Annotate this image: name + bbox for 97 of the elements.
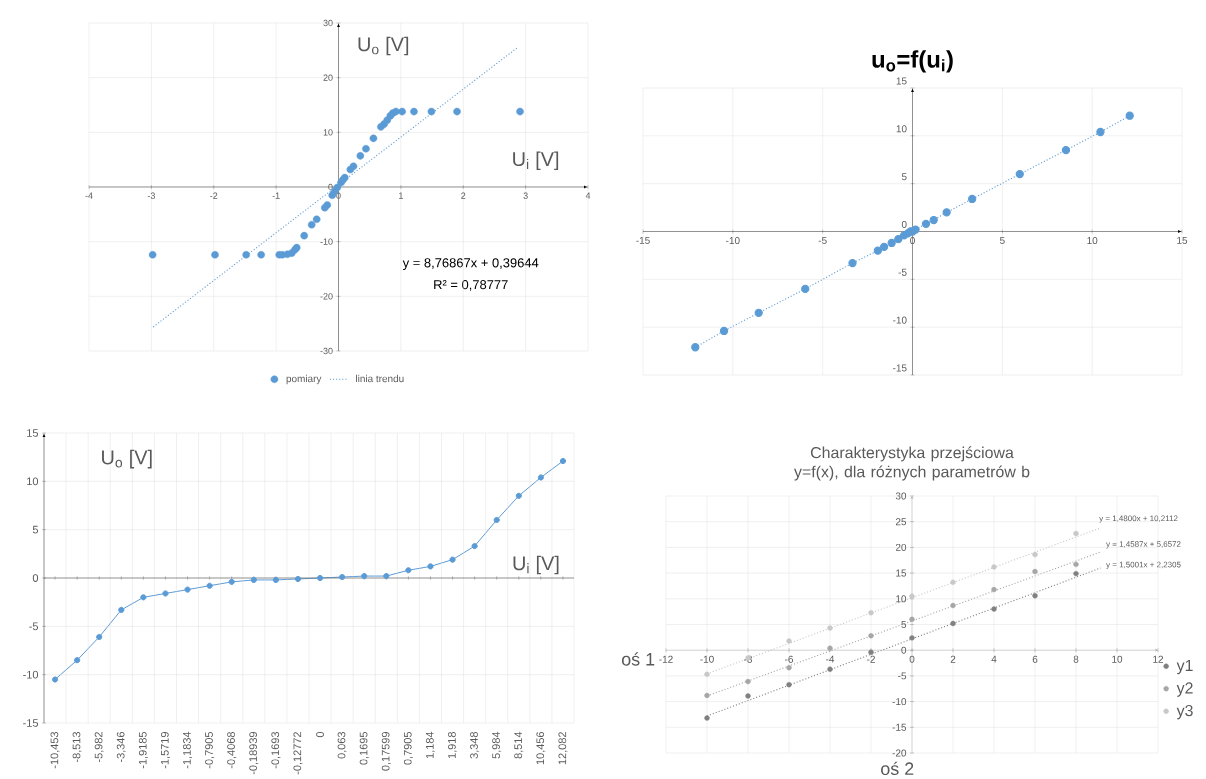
y-tick-label: 20 (895, 543, 907, 551)
x-tick-label: 4 (991, 655, 997, 663)
y-tick-label: 15 (27, 429, 39, 437)
y-tick-label: -5 (898, 672, 907, 680)
y-tick-label: 0 (32, 574, 39, 582)
y-tick-label: 10 (896, 595, 907, 603)
x-tick-label: 1 (399, 192, 403, 199)
x-tick-label: -10,453 (50, 732, 60, 769)
x-tick-label: 2 (950, 655, 956, 663)
y-tick-label: 20 (323, 74, 333, 81)
y-tick-label: 5 (32, 525, 39, 534)
x-tick-label: 15 (1177, 237, 1188, 244)
y-tick-label: 10 (27, 477, 39, 486)
x-tick-label: -1 (272, 192, 280, 199)
y-tick-label: -5 (29, 622, 39, 631)
x-tick-label: 10 (1087, 237, 1098, 245)
x-tick-label: -2 (867, 655, 875, 663)
x-tick-label: 5 (999, 237, 1005, 244)
annotation: R² = 0,78777 (434, 280, 508, 291)
x-tick-label: 0,1695 (359, 731, 369, 765)
x-tick-label: -6 (785, 655, 794, 663)
legend-label: linia trendu (356, 374, 404, 383)
legend-label: pomiary (286, 374, 322, 385)
y-tick-label: 0 (328, 183, 333, 191)
y-tick-label: 25 (895, 518, 907, 526)
legend-label: y2 (1176, 682, 1193, 697)
x-tick-label: -5,982 (94, 732, 104, 763)
x-tick-label: -8,513 (72, 732, 82, 763)
x-tick-label: -5 (818, 237, 827, 244)
x-tick-label: 0 (910, 237, 915, 245)
y-tick-label: -15 (893, 364, 907, 372)
y-tick-label: -20 (320, 293, 333, 300)
y-tick-label: 10 (323, 129, 333, 136)
x-tick-label: 1,918 (448, 732, 458, 759)
x-axis-title: oś 2 (881, 761, 914, 776)
x-axis-title: U$_{i}$ [V] (513, 555, 559, 575)
y-tick-label: -10 (892, 698, 907, 706)
x-tick-label: 1,184 (425, 731, 435, 759)
x-tick-label: -10 (700, 655, 714, 663)
x-tick-label: -0,7905 (205, 731, 215, 769)
x-tick-label: -3,346 (116, 732, 126, 763)
y-tick-label: 0 (901, 220, 907, 228)
x-tick-label: -10 (726, 237, 740, 245)
x-axis-title: U$_{i}$ [V] (513, 151, 559, 171)
y-tick-label: -10 (893, 316, 907, 324)
y-tick-label: -20 (892, 749, 907, 757)
y-tick-label: 15 (896, 77, 907, 85)
y-tick-label: -10 (23, 670, 39, 679)
chart-title: Charakterystyka przejściowa y=f(x), dla różnych parametrów b (794, 446, 1030, 481)
x-tick-label: 2 (461, 192, 466, 199)
x-tick-label: -15 (636, 237, 650, 244)
y-tick-label: -15 (892, 723, 907, 731)
y-axis-title: oś 1 (621, 652, 655, 666)
x-tick-label: -1,1834 (183, 731, 193, 769)
annotation: y = 8,76867x + 0,39644 (402, 258, 539, 270)
x-tick-label: 6 (1032, 655, 1038, 663)
x-tick-label: 0,063 (337, 732, 347, 759)
x-tick-label: -2 (210, 192, 218, 199)
y-tick-label: 30 (895, 492, 907, 500)
y-tick-label: 10 (896, 125, 907, 133)
x-tick-label: -0,12772 (293, 732, 303, 775)
x-tick-label: -0,1693 (271, 732, 281, 769)
y-tick-label: -15 (23, 719, 39, 727)
chart-title: u$_{o}$=f(u$_{i}$) (872, 50, 953, 73)
x-tick-label: 0 (909, 655, 915, 663)
x-tick-label: -1,9185 (138, 731, 148, 769)
y-tick-label: 30 (323, 19, 333, 27)
x-tick-label: 8,514 (514, 731, 524, 759)
y-tick-label: 15 (896, 569, 907, 577)
x-tick-label: -0,18939 (249, 732, 259, 775)
legend-label: y3 (1176, 704, 1193, 720)
x-tick-label: 3,348 (470, 732, 480, 759)
x-tick-label: -1,5719 (160, 732, 170, 769)
x-tick-label: -12 (659, 655, 673, 663)
y-axis-title: U$_{o}$ [V] (102, 449, 152, 469)
x-tick-label: -0,4068 (227, 732, 237, 769)
x-tick-label: 0,17599 (381, 732, 391, 771)
x-tick-label: 8 (1073, 655, 1079, 663)
x-tick-label: 10 (1112, 655, 1123, 663)
y-tick-label: 5 (901, 621, 907, 628)
x-tick-label: 4 (585, 192, 591, 199)
y-tick-label: 0 (901, 646, 907, 654)
x-tick-label: -3 (147, 192, 155, 199)
y-tick-label: 5 (901, 173, 907, 181)
x-tick-label: -4 (826, 655, 835, 663)
x-tick-label: 5,984 (492, 731, 502, 759)
y-tick-label: -5 (898, 268, 907, 276)
x-tick-label: 12 (1153, 655, 1164, 663)
x-tick-label: 0 (336, 192, 341, 199)
x-tick-label: 12,082 (558, 732, 568, 765)
legend-label: y1 (1176, 659, 1193, 675)
y-axis-title: U$_{o}$ [V] (358, 36, 409, 56)
x-tick-label: 10,456 (536, 732, 546, 765)
x-tick-label: 3 (523, 192, 528, 199)
x-tick-label: -4 (85, 192, 93, 199)
y-tick-label: -30 (320, 347, 333, 355)
x-tick-label: 0,7905 (403, 731, 413, 765)
